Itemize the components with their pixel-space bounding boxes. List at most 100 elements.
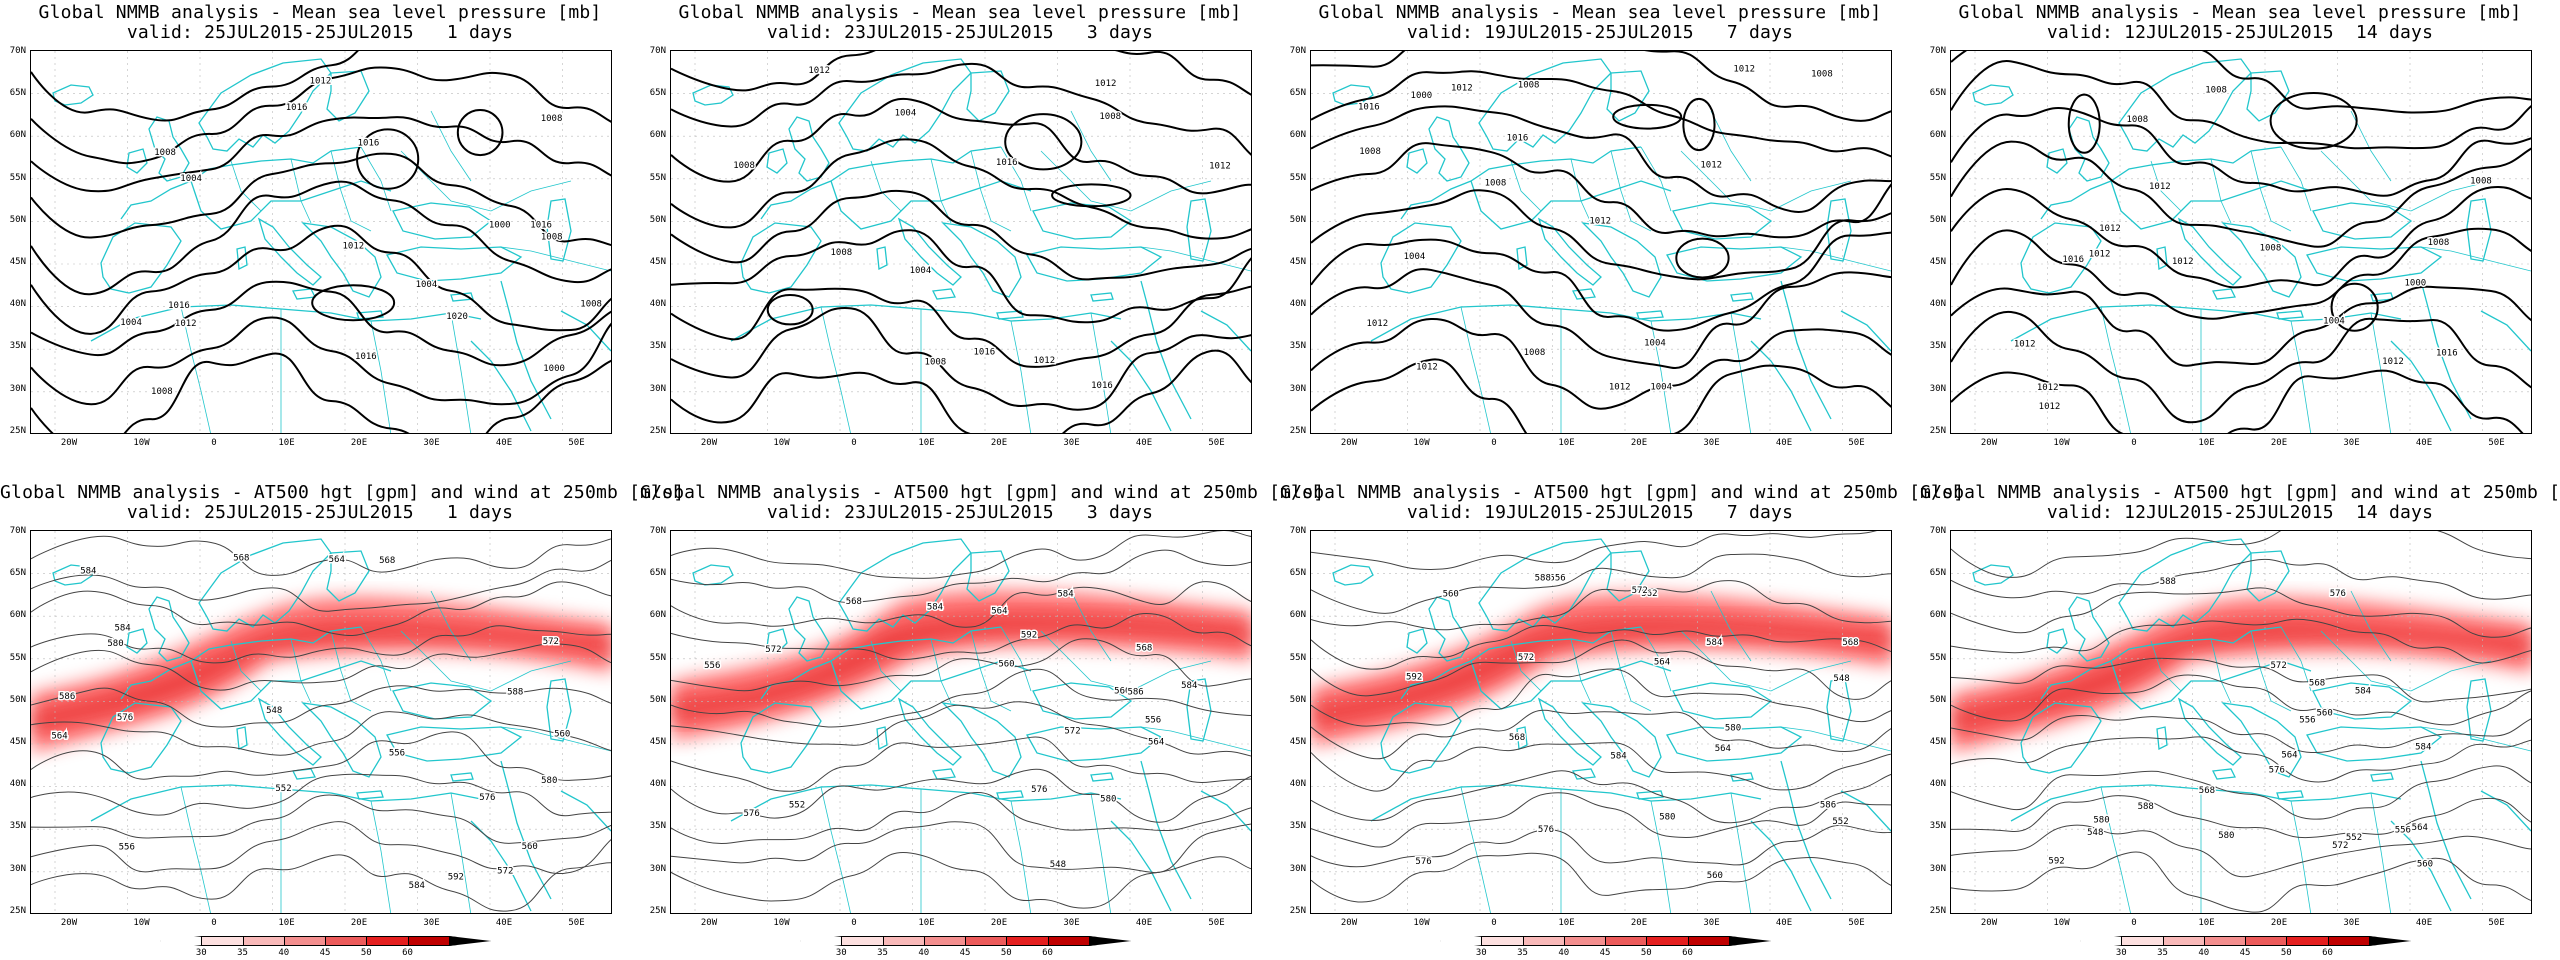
contour-line [671, 638, 1251, 692]
coastline [941, 702, 1022, 778]
colorbar-tick: 50 [1640, 948, 1652, 958]
contour-label: 560 [1443, 590, 1459, 600]
coastline [257, 217, 322, 286]
coastline [1140, 760, 1192, 900]
contour-label: 560 [554, 730, 570, 740]
colorbar-segment [283, 936, 326, 946]
contour-label: 1008 [2428, 238, 2450, 248]
lon-label: 40E [495, 918, 513, 928]
coastline [1380, 702, 1462, 774]
coastline [1572, 288, 1596, 300]
panel-valid-period: valid: 19JUL2015-25JUL2015 7 days [1406, 22, 1794, 43]
contour-label: 564 [1654, 657, 1670, 667]
colorbar-segment [366, 936, 409, 946]
contour-label: 580 [2218, 831, 2234, 841]
lat-label: 45N [1289, 257, 1306, 267]
contour-label: 1012 [2172, 257, 2194, 267]
coastline [292, 288, 316, 300]
lon-label: 40E [2415, 438, 2433, 448]
coastline [1780, 760, 1832, 900]
lon-label: 0 [211, 438, 217, 448]
contour-label: 1004 [120, 318, 142, 328]
lon-label: 0 [2131, 918, 2137, 928]
lon-label: 20W [60, 918, 78, 928]
lat-label: 25N [1929, 425, 1946, 436]
coastline [1606, 550, 1650, 602]
colorbar-segment [242, 936, 285, 946]
contour-label: 572 [1518, 653, 1534, 663]
contour-label: 1008 [2470, 176, 2492, 186]
contour-label: 1016 [530, 221, 552, 231]
contour-label: 576 [479, 793, 495, 803]
coastline [1032, 202, 1133, 240]
contour-label: 564 [1148, 738, 1164, 748]
closed-contour [766, 294, 814, 326]
lat-label: 25N [1289, 425, 1306, 436]
contour-line [671, 285, 1251, 368]
lat-label: 60N [9, 130, 26, 141]
colorbar-segment [2368, 936, 2411, 946]
lon-label: 20E [2270, 918, 2288, 928]
mslp-panel-1: Global NMMB analysis - Mean sea level pr… [0, 0, 640, 480]
colorbar-segment [1563, 936, 1606, 946]
wind-colorbar: 30 35 40 45 50 60 [1440, 936, 1771, 958]
coastline [838, 538, 972, 632]
contour-line [1311, 792, 1891, 848]
contour-label: 1008 [1524, 348, 1546, 358]
contour-line [1311, 624, 1891, 670]
panel-valid-period: valid: 23JUL2015-25JUL2015 3 days [766, 22, 1154, 43]
coastline [2420, 760, 2472, 900]
wind-colorbar: 30 35 40 45 50 60 [2080, 936, 2411, 958]
colorbar-segment [1047, 936, 1090, 946]
coastline [1581, 702, 1662, 778]
contour-line [1951, 369, 2524, 433]
coastline [1570, 158, 1592, 224]
contour-label: 560 [1114, 686, 1130, 696]
contour-line [671, 531, 1251, 579]
coastline [876, 726, 888, 751]
coastline [1972, 564, 2014, 586]
contour-label: 1012 [2099, 224, 2121, 234]
coastline [90, 784, 482, 822]
contour-line [1311, 531, 1877, 570]
coastline [2280, 146, 2312, 212]
contour-label: 568 [233, 554, 249, 564]
lon-label: 10W [1413, 438, 1430, 448]
lat-label: 65N [1929, 568, 1946, 579]
coastline [838, 58, 972, 152]
contour-label: 1012 [310, 77, 332, 87]
mslp-panel-2: Global NMMB analysis - Mean sea level pr… [640, 0, 1280, 480]
lat-label: 60N [1289, 130, 1306, 141]
coastline [1730, 772, 1754, 782]
contour-line [1951, 587, 2531, 638]
contour-label: 580 [1659, 813, 1675, 823]
map-plot: 548 552 556 560 564 568 572 576 580 584 556 560 564 5… [31, 531, 611, 913]
contour-line [1951, 674, 2531, 726]
contour-line [1951, 795, 2531, 839]
coastline [1090, 312, 1112, 433]
colorbar-segment [1006, 936, 1049, 946]
coastline [1640, 626, 1672, 692]
closed-contour [2330, 282, 2379, 332]
coastline [1537, 217, 1602, 286]
colorbar-segment [2245, 936, 2288, 946]
contour-line [671, 821, 1251, 873]
lat-label: 25N [9, 425, 26, 436]
coastline [356, 790, 384, 800]
coastline [2020, 222, 2102, 294]
coastline [1581, 222, 1662, 298]
contour-line [671, 62, 1251, 156]
coastline [1140, 726, 1251, 752]
contour-label: 1012 [1451, 83, 1473, 93]
lat-label: 25N [1929, 905, 1946, 916]
coastline [970, 630, 1012, 712]
lon-label: 30E [1703, 918, 1720, 928]
coastline [870, 160, 902, 212]
colorbar-segment [800, 936, 843, 946]
coastline [1680, 630, 1852, 692]
coastline [430, 110, 472, 182]
coastline [1780, 246, 1891, 272]
coastline [126, 148, 148, 174]
contour-label: 576 [2330, 589, 2346, 599]
contour-label: 568 [2309, 679, 2325, 689]
